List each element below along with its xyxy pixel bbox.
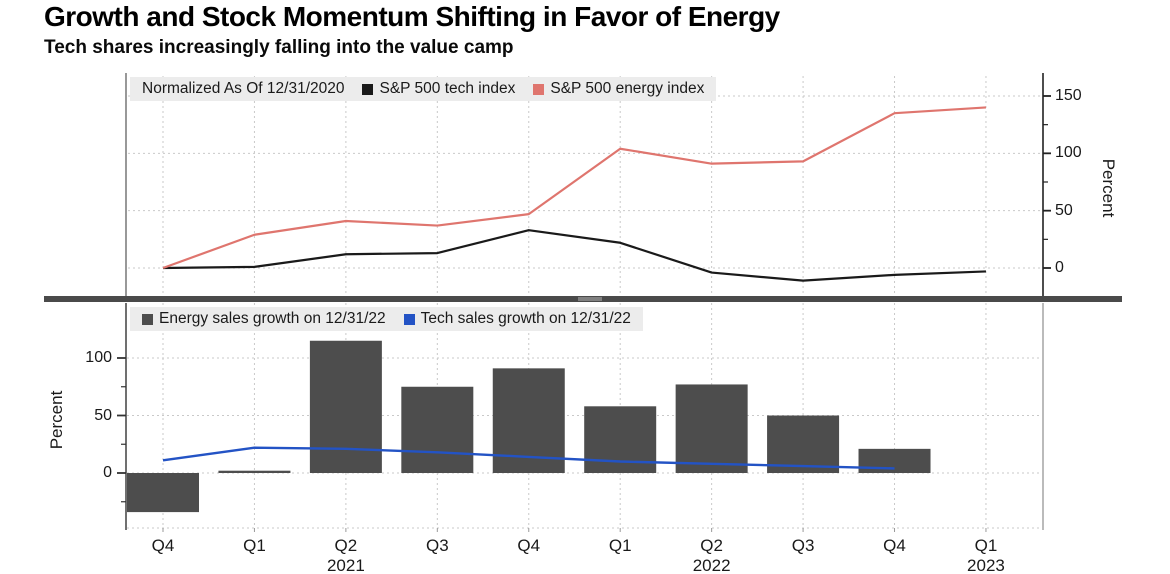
x-quarter-label: Q2 <box>334 536 358 555</box>
x-year-label: 2023 <box>967 556 1005 574</box>
x-quarter-label: Q2 <box>700 536 723 555</box>
separator-watermark <box>578 297 602 301</box>
legend-item-tech-sales: Tech sales growth on 12/31/22 <box>403 310 631 328</box>
energy-sales-bar <box>767 415 840 473</box>
x-quarter-label: Q3 <box>425 536 449 555</box>
x-quarter-label: Q4 <box>517 536 541 555</box>
energy-index-swatch-icon <box>533 83 545 95</box>
tech-index-line <box>162 229 987 282</box>
energy-index-label: S&P 500 energy index <box>550 80 705 97</box>
bottom-ytick-label: 100 <box>85 349 112 366</box>
x-quarter-label: Q4 <box>883 536 906 555</box>
x-quarter-label: Q1 <box>608 536 632 555</box>
legend-item-energy-index: S&P 500 energy index <box>533 80 704 98</box>
bottom-ytick-label: 50 <box>94 406 112 424</box>
energy-sales-bar <box>675 384 748 473</box>
legend-item-energy-sales: Energy sales growth on 12/31/22 <box>142 310 386 328</box>
energy-sales-bar <box>127 473 199 513</box>
energy-sales-bar <box>218 470 291 473</box>
tech-index-swatch-icon <box>362 83 374 95</box>
x-year-label: 2021 <box>326 556 365 574</box>
legend-item-tech-index: S&P 500 tech index <box>362 80 515 98</box>
top-chart-legend: Normalized As Of 12/31/2020 S&P 500 tech… <box>130 77 717 101</box>
top-ytick-label: 50 <box>1055 201 1073 219</box>
normalization-note: Normalized As Of 12/31/2020 <box>142 80 345 97</box>
x-quarter-label: Q1 <box>243 536 266 555</box>
energy-index-line <box>162 106 987 270</box>
panel-separator <box>44 296 1122 302</box>
top-ytick-label: 150 <box>1055 86 1082 104</box>
bottom-ytick-label: 0 <box>103 464 112 481</box>
energy-sales-bar <box>401 386 474 473</box>
energy-sales-bar <box>858 448 931 473</box>
energy-sales-bar <box>309 340 382 473</box>
bottom-chart-legend: Energy sales growth on 12/31/22 Tech sal… <box>130 307 643 331</box>
top-ytick-label: 0 <box>1055 259 1064 276</box>
page-title: Growth and Stock Momentum Shifting in Fa… <box>44 1 780 32</box>
tech-sales-label: Tech sales growth on 12/31/22 <box>420 310 631 327</box>
top-ytick-label: 100 <box>1055 144 1082 162</box>
energy-sales-swatch-icon <box>142 313 153 325</box>
tech-index-label: S&P 500 tech index <box>379 80 516 97</box>
top-axis-title: Percent <box>1099 158 1118 218</box>
x-quarter-label: Q4 <box>151 536 175 555</box>
tech-sales-swatch-icon <box>403 313 415 325</box>
page-subtitle: Tech shares increasingly falling into th… <box>44 37 514 58</box>
x-quarter-label: Q1 <box>974 536 998 555</box>
x-year-label: 2022 <box>692 556 731 574</box>
energy-sales-label: Energy sales growth on 12/31/22 <box>159 310 386 327</box>
x-quarter-label: Q3 <box>791 536 815 555</box>
tech-sales-line <box>162 446 895 470</box>
